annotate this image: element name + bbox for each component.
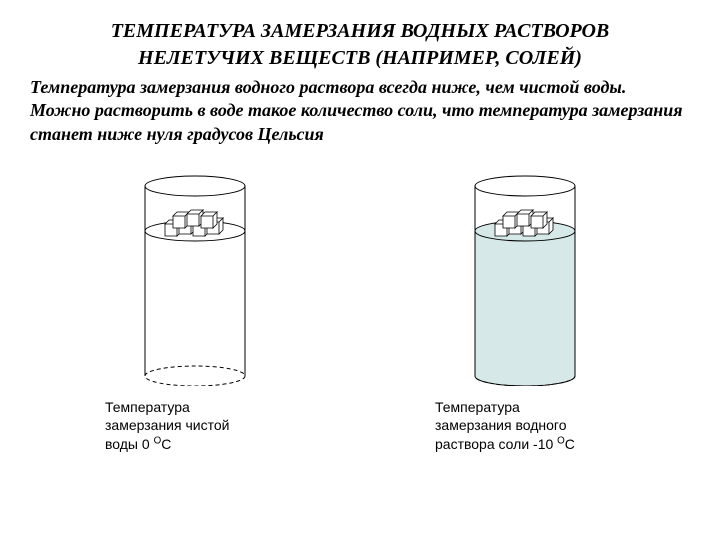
ice-cubes-left [165,210,223,236]
left-diagram: Температура замерзания чистой воды 0 ОС [65,166,325,453]
right-diagram: Температура замерзания водного раствора … [395,166,655,453]
left-cylinder [135,166,255,386]
left-caption-line2: замерзания чистой [105,417,229,433]
left-caption-line3b: С [161,436,171,452]
left-caption-line1: Температура [105,399,190,415]
main-title: ТЕМПЕРАТУРА ЗАМЕРЗАНИЯ ВОДНЫХ РАСТВОРОВ [30,20,690,43]
right-caption-line2: замерзания водного [435,417,567,433]
degree-symbol: О [557,435,565,446]
left-caption-line3a: воды 0 [105,436,154,452]
right-caption-line1: Температура [435,399,520,415]
ice-cubes-right [495,210,553,236]
subtitle: НЕЛЕТУЧИХ ВЕЩЕСТВ (НАПРИМЕР, СОЛЕЙ) [30,47,690,70]
right-cylinder [465,166,585,386]
right-caption-line3a: раствора соли -10 [435,436,557,452]
right-caption: Температура замерзания водного раствора … [435,398,615,453]
diagram-row: Температура замерзания чистой воды 0 ОС [30,166,690,453]
right-caption-line3b: С [565,436,575,452]
body-text: Температура замерзания водного раствора … [30,76,690,146]
left-caption: Температура замерзания чистой воды 0 ОС [105,398,285,453]
